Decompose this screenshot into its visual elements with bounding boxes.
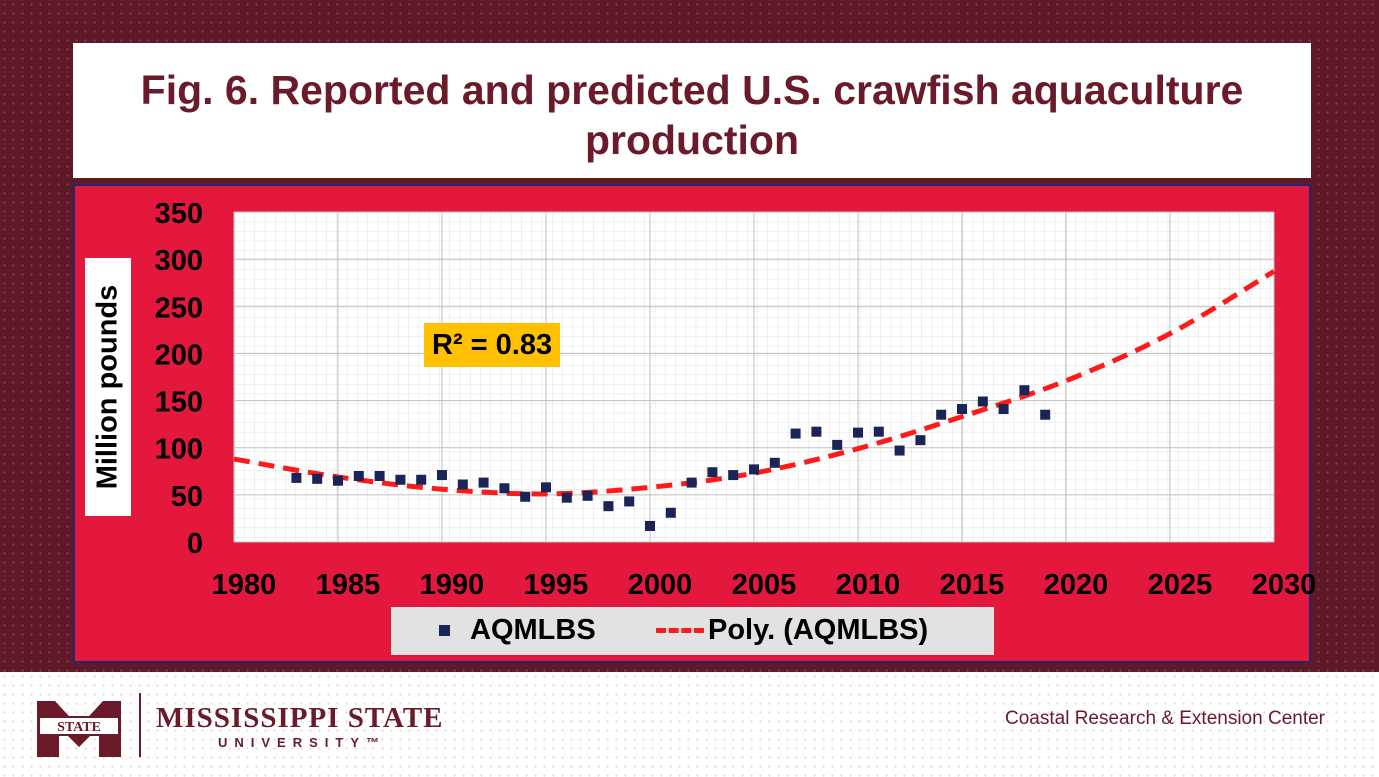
x-tick-label: 2025 [1148, 569, 1213, 601]
dashed-line-icon [656, 628, 704, 633]
r-squared-label: R² = 0.83 [424, 323, 561, 367]
title-box: Fig. 6. Reported and predicted U.S. craw… [73, 43, 1311, 178]
y-axis-label: Million pounds [91, 284, 124, 490]
data-point [645, 520, 655, 531]
data-point [686, 477, 697, 488]
data-point [1040, 409, 1051, 420]
logo-text: STATE [57, 720, 101, 735]
data-point [853, 427, 863, 438]
data-point [312, 473, 323, 484]
data-point [457, 479, 468, 490]
data-point [374, 471, 385, 481]
data-point [915, 435, 926, 446]
data-point [561, 492, 572, 503]
y-tick-labels: 0 50 100 150 200 250 300 350 [155, 198, 203, 560]
data-point [416, 474, 427, 485]
major-gridlines [233, 211, 1275, 543]
x-tick-label: 2030 [1252, 569, 1317, 601]
data-points [291, 385, 1051, 531]
data-point [832, 439, 843, 450]
x-tick-label: 1985 [316, 569, 381, 601]
data-point [769, 457, 780, 468]
data-point [707, 467, 718, 478]
x-tick-label: 2000 [628, 569, 693, 601]
legend-item-poly: Poly. (AQMLBS) [656, 614, 928, 647]
data-point [728, 470, 739, 481]
data-point [353, 471, 364, 481]
data-point [749, 464, 759, 475]
university-name: MISSISSIPPI STATE [156, 702, 444, 734]
x-tick-label: 1995 [524, 569, 589, 601]
data-point [520, 491, 531, 502]
x-tick-label: 1980 [212, 569, 277, 601]
data-point [1019, 385, 1030, 396]
y-tick-label: 100 [155, 434, 203, 466]
x-tick-label: 2010 [836, 569, 901, 601]
y-tick-label: 250 [155, 292, 203, 324]
y-tick-label: 50 [171, 481, 203, 513]
x-tick-label: 1990 [420, 569, 485, 601]
data-point [811, 426, 822, 437]
y-tick-label: 350 [155, 198, 203, 230]
data-point [957, 404, 967, 415]
y-tick-label: 150 [155, 387, 203, 419]
university-subtitle: UNIVERSITY™ [218, 735, 387, 750]
x-tick-label: 2005 [732, 569, 797, 601]
data-point [977, 396, 988, 407]
msu-logo-icon: STATE [37, 701, 121, 757]
data-point [541, 482, 551, 493]
square-marker-icon [439, 625, 450, 636]
data-point [603, 501, 614, 512]
footer [0, 672, 1379, 777]
legend: AQMLBS Poly. (AQMLBS) [391, 607, 994, 655]
data-point [998, 404, 1009, 415]
data-point [936, 409, 947, 420]
y-tick-label: 0 [187, 528, 203, 560]
logo-divider [139, 693, 141, 757]
data-point [790, 428, 801, 439]
data-point [499, 483, 510, 494]
chart-title: Fig. 6. Reported and predicted U.S. craw… [140, 67, 1244, 163]
data-point [478, 477, 489, 488]
data-point [894, 445, 905, 456]
legend-item-aqmlbs: AQMLBS [439, 614, 596, 647]
x-tick-label: 2015 [940, 569, 1005, 601]
x-tick-label: 2020 [1044, 569, 1109, 601]
legend-label-aqmlbs: AQMLBS [470, 614, 596, 646]
center-name: Coastal Research & Extension Center [1005, 708, 1325, 729]
data-point [291, 472, 302, 483]
y-tick-label: 200 [155, 339, 203, 371]
legend-label-poly: Poly. (AQMLBS) [708, 614, 929, 646]
data-point [624, 496, 635, 507]
data-point [437, 470, 447, 481]
chart-svg: 0 50 100 150 200 250 300 350 1980 1985 1990 1995 20… [155, 198, 1317, 601]
data-point [582, 490, 593, 501]
y-tick-label: 300 [155, 245, 203, 277]
data-point [395, 474, 406, 485]
x-tick-labels: 1980 1985 1990 1995 2000 2005 2010 2015 2020 2025… [212, 569, 1317, 601]
data-point [333, 475, 343, 486]
trendline [233, 269, 1276, 497]
data-point [665, 507, 676, 518]
data-point [873, 426, 884, 437]
y-axis-label-box [85, 258, 131, 516]
